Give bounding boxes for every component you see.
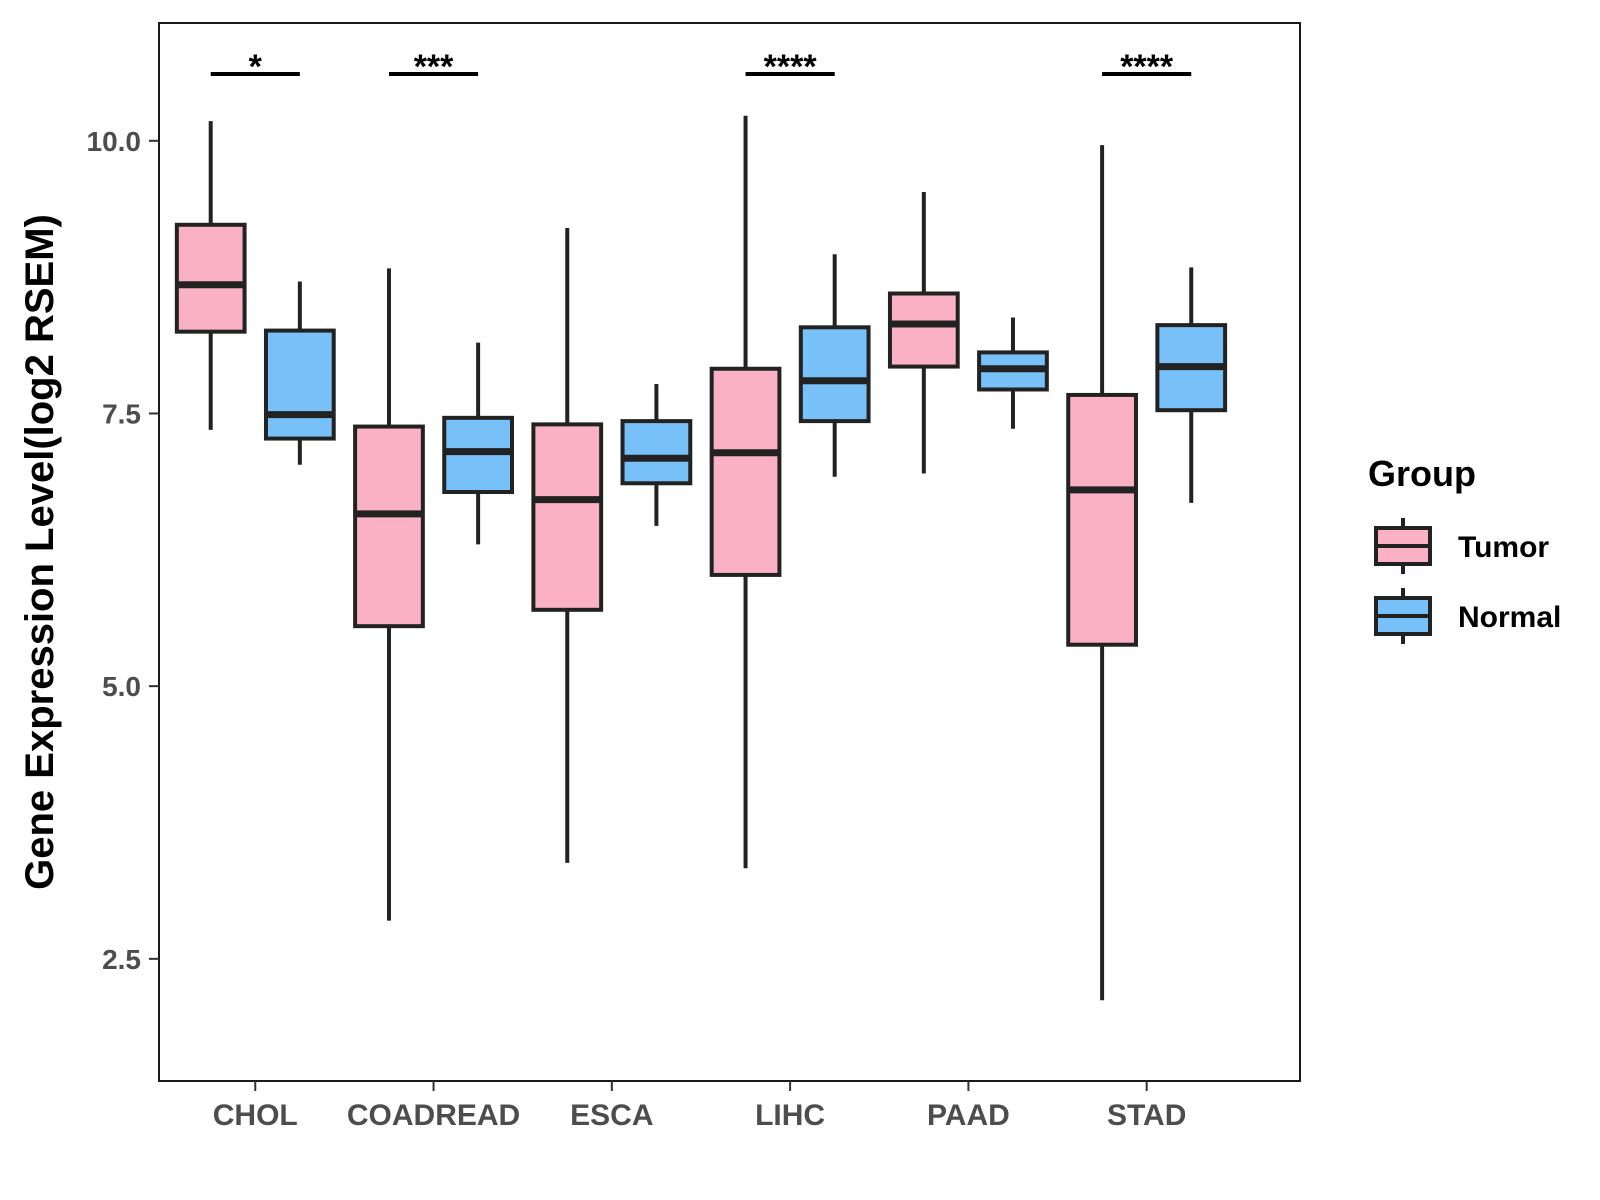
box-coadread-tumor <box>353 424 425 629</box>
y-tick-label: 10.0 <box>87 126 142 157</box>
y-tick-label: 5.0 <box>102 671 141 702</box>
x-axis: CHOL COADREAD ESCA LIHC PAAD STAD <box>213 1081 1186 1132</box>
significance-label-coadread: *** <box>414 48 454 86</box>
legend-title: Group <box>1368 453 1476 494</box>
box-chol-tumor <box>174 222 247 334</box>
y-axis: 2.5 5.0 7.5 10.0 <box>87 126 159 975</box>
x-tick-label-lihc: LIHC <box>755 1099 825 1132</box>
legend-label-tumor: Tumor <box>1458 531 1549 564</box>
x-tick-label-esca: ESCA <box>570 1099 653 1132</box>
box-lihc-normal <box>798 325 871 424</box>
box-chol-normal <box>263 328 336 441</box>
y-tick-label: 7.5 <box>102 398 141 429</box>
x-tick-label-coadread: COADREAD <box>347 1099 520 1132</box>
y-axis-title: Gene Expression Level(log2 RSEM) <box>18 214 62 890</box>
box-esca-normal <box>620 419 693 486</box>
significance-label-chol: * <box>249 48 263 86</box>
x-tick-label-chol: CHOL <box>213 1099 298 1132</box>
y-tick-label: 2.5 <box>102 944 141 975</box>
plot-panel-border <box>158 22 1301 1082</box>
box-stad-tumor <box>1066 392 1138 647</box>
legend-label-normal: Normal <box>1458 601 1561 634</box>
box-esca-tumor <box>531 422 604 612</box>
box-paad-tumor <box>887 291 960 369</box>
box-lihc-tumor <box>709 366 782 577</box>
legend: Group Tumor Normal <box>1368 453 1561 644</box>
x-tick-label-paad: PAAD <box>927 1099 1010 1132</box>
x-tick-label-stad: STAD <box>1107 1099 1186 1132</box>
significance-label-lihc: **** <box>764 48 818 86</box>
plot-marks: * *** **** **** <box>174 48 1228 1001</box>
significance-label-stad: **** <box>1120 48 1174 86</box>
